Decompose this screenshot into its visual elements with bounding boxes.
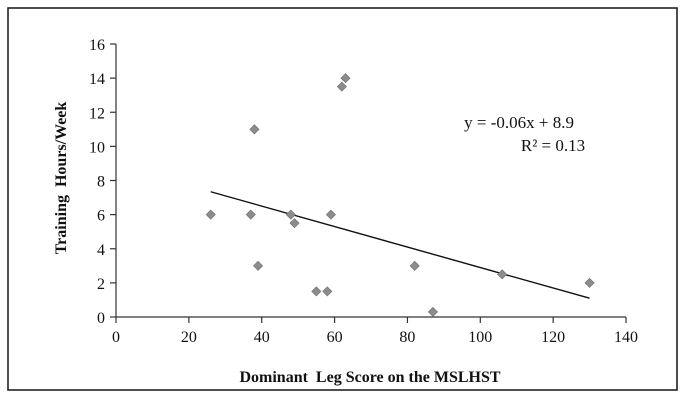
data-point	[336, 81, 347, 92]
data-point	[249, 124, 260, 135]
x-tick-label: 140	[614, 329, 638, 346]
data-point	[497, 269, 508, 280]
y-tick-label: 12	[89, 105, 105, 122]
x-axis-title: Dominant Leg Score on the MSLHST	[239, 369, 500, 386]
data-point	[325, 209, 336, 220]
y-tick-label: 14	[89, 71, 105, 88]
trendline	[210, 191, 590, 299]
data-points	[205, 73, 595, 317]
y-tick-label: 0	[97, 310, 105, 327]
x-tick-label: 20	[181, 329, 197, 346]
y-tick-label: 10	[89, 139, 105, 156]
data-point	[427, 306, 438, 317]
x-tick-label: 60	[327, 329, 343, 346]
y-tick-label: 16	[89, 37, 105, 54]
trendline-equation: y = -0.06x + 8.9	[464, 113, 574, 132]
y-axis-title: Training Hours/Week	[53, 102, 70, 255]
x-axis-ticks: 0 20 40 60 80 100 120 140	[112, 317, 638, 346]
x-tick-label: 80	[399, 329, 415, 346]
y-tick-label: 2	[97, 276, 105, 293]
x-tick-label: 120	[541, 329, 565, 346]
data-point	[289, 218, 300, 229]
data-point	[584, 277, 595, 288]
x-tick-label: 0	[112, 329, 120, 346]
x-tick-label: 40	[254, 329, 270, 346]
data-point	[340, 73, 351, 84]
data-point	[322, 286, 333, 297]
r-squared-label: R² = 0.13	[521, 136, 585, 155]
data-point	[409, 260, 420, 271]
data-point	[253, 260, 264, 271]
x-tick-label: 100	[468, 329, 492, 346]
y-tick-label: 8	[97, 174, 105, 191]
y-axis-ticks: 0 2 4 6 8 10 12 14 16	[89, 37, 116, 327]
y-tick-label: 6	[97, 208, 105, 225]
data-point	[285, 209, 296, 220]
data-point	[205, 209, 216, 220]
chart-frame	[7, 7, 678, 391]
data-point	[245, 209, 256, 220]
y-tick-label: 4	[97, 242, 105, 259]
data-point	[311, 286, 322, 297]
